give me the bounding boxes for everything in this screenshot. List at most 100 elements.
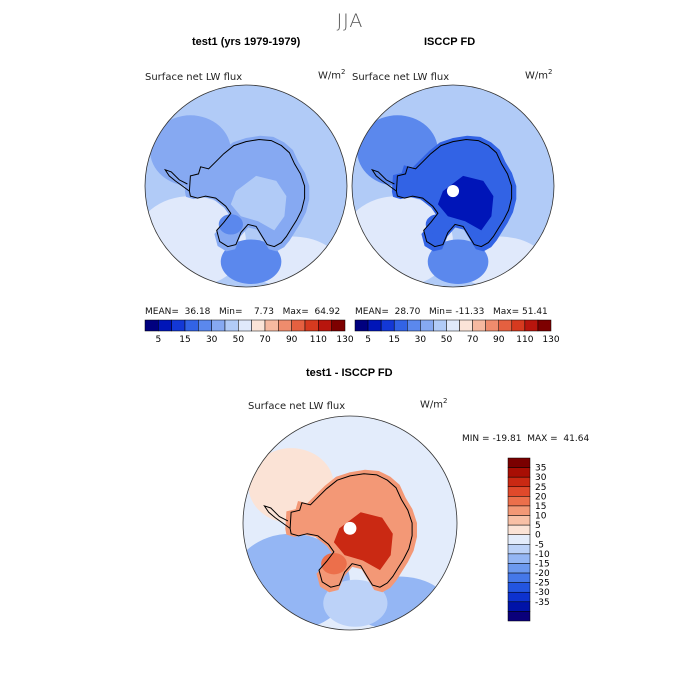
colorbar-2-swatch <box>524 319 539 332</box>
colorbar-2-tick-label: 110 <box>516 335 533 345</box>
colorbar-1-swatch <box>264 319 279 332</box>
colorbar-2-swatch <box>407 319 421 332</box>
panel-3-heading: test1 - ISCCP FD <box>306 367 393 379</box>
colorbar-1: 5 15 30 50 70 90 110 130 <box>144 319 354 345</box>
colorbar-3-tick-label: -20 <box>535 569 550 579</box>
colorbar-1-swatch <box>184 319 199 332</box>
colorbar-1-swatch <box>318 319 332 332</box>
panel-3-min-label: MIN = <box>462 434 490 444</box>
colorbar-1-tick-label: 50 <box>233 335 245 345</box>
map-2-frame <box>351 84 555 288</box>
colorbar-1-tick-label: 130 <box>336 335 353 345</box>
map-1 <box>144 84 348 288</box>
colorbar-3-swatch <box>507 601 531 612</box>
map-3-coastline <box>289 473 413 588</box>
panel-1-heading: test1 (yrs 1979-1979) <box>192 36 301 48</box>
colorbar-2-swatch <box>498 319 513 332</box>
panel-1-mean: 36.18 <box>184 307 211 317</box>
colorbar-3-swatch <box>507 476 531 488</box>
map-3-ross-sea-region <box>323 579 388 627</box>
panel-1-field-label: Surface net LW flux <box>145 72 243 83</box>
colorbar-3-tick-label: 0 <box>535 531 541 541</box>
colorbar-2-tick-label: 50 <box>441 335 453 345</box>
panel-2-max-label: Max= <box>492 307 520 317</box>
panel-2-min: -11.33 <box>455 307 485 317</box>
panel-1-max: 64.92 <box>314 307 341 317</box>
colorbar-3-swatch <box>507 544 531 555</box>
map-3 <box>242 415 458 631</box>
colorbar-3-tick-label: -15 <box>535 559 550 569</box>
map-3-frame <box>242 415 458 631</box>
colorbar-2-swatch <box>446 319 460 332</box>
panel-1-min: 7.73 <box>253 307 274 317</box>
colorbar-3-swatch <box>507 611 531 622</box>
panel-1-units: W/m2 <box>318 68 346 82</box>
map-3-peninsula-coastline <box>263 504 291 529</box>
panel-1-max-label: Max= <box>282 307 309 317</box>
colorbar-2-swatch <box>459 319 473 332</box>
colorbar-2-swatch <box>393 319 408 332</box>
panel-2-min-label: Min= <box>428 307 453 317</box>
panel-2-mean: 28.70 <box>394 307 421 317</box>
map-1-west-antarctica-region <box>218 214 243 235</box>
panel-2-heading: ISCCP FD <box>424 36 476 48</box>
colorbar-3-swatch <box>507 505 531 516</box>
panel-1-mean-label: MEAN= <box>145 307 179 317</box>
colorbar-1-swatch <box>251 319 266 332</box>
colorbar-3-tick-label: 30 <box>535 473 547 483</box>
panel-3-max: 41.64 <box>563 434 590 444</box>
map-1-coastline <box>188 138 306 248</box>
colorbar-1-tick-label: 110 <box>310 335 327 345</box>
colorbar-2-swatch <box>433 319 447 332</box>
colorbar-2-swatch <box>420 319 434 332</box>
colorbar-2-swatch <box>380 319 395 332</box>
panel-3-units: W/m2 <box>420 397 448 411</box>
colorbar-3-tick-label: 20 <box>535 492 547 502</box>
colorbar-1-swatch <box>144 319 159 332</box>
map-2-west-antarctica-region <box>425 214 450 235</box>
colorbar-2: 5 15 30 50 70 90 110 130 <box>354 319 560 345</box>
colorbar-1-tick-label: 70 <box>259 335 271 345</box>
colorbar-3-tick-label: -25 <box>535 579 550 589</box>
colorbar-3-tick-label: 35 <box>535 464 546 474</box>
map-1-peninsula-coastline <box>163 168 190 192</box>
colorbar-1-swatch <box>158 319 172 332</box>
colorbar-2-tick-label: 5 <box>365 335 371 345</box>
colorbar-1-swatch <box>224 319 239 332</box>
map-2 <box>351 84 555 288</box>
colorbar-3-tick-label: 5 <box>535 521 541 531</box>
colorbar-3-tick-label: -30 <box>535 588 550 598</box>
colorbar-3-tick-label: -10 <box>535 550 550 560</box>
panel-1-stats: MEAN= 36.18 Min= 7.73 Max= 64.92 <box>145 307 340 317</box>
colorbar-3-swatch <box>507 457 531 468</box>
map-2-pole-hole <box>446 184 460 198</box>
panel-2-mean-label: MEAN= <box>355 307 389 317</box>
colorbar-1-tick-label: 30 <box>206 335 218 345</box>
colorbar-2-swatch <box>472 319 486 332</box>
colorbar-3-swatch <box>507 572 531 583</box>
panel-2-units: W/m2 <box>525 68 553 82</box>
colorbar-3-tick-label: -5 <box>535 540 544 550</box>
colorbar-1-tick-label: 5 <box>155 335 161 345</box>
panel-3-field-label: Surface net LW flux <box>248 401 346 412</box>
colorbar-2-swatch <box>485 319 499 332</box>
colorbar-3-swatch <box>507 582 531 593</box>
colorbar-2-swatch <box>367 319 382 332</box>
colorbar-2-swatch <box>354 319 369 332</box>
colorbar-1-swatch <box>291 319 306 332</box>
colorbar-2-swatch <box>511 319 526 332</box>
map-1-ross-sea-region <box>220 239 282 284</box>
colorbar-2-tick-label: 15 <box>388 335 399 345</box>
colorbar-1-tick-label: 90 <box>286 335 298 345</box>
colorbar-1-swatch <box>238 319 252 332</box>
colorbar-3-swatch <box>507 524 531 535</box>
colorbar-3-swatch <box>507 534 531 545</box>
colorbar-3-tick-label: -35 <box>535 598 550 608</box>
panel-3-stats: MIN = -19.81 MAX = 41.64 <box>462 434 589 444</box>
colorbar-3-swatch <box>507 486 531 497</box>
colorbar-3-swatch <box>507 496 531 507</box>
panel-3-min: -19.81 <box>492 434 522 444</box>
panel-1-min-label: Min= <box>218 307 243 317</box>
panel-2-max: 51.41 <box>522 307 548 317</box>
